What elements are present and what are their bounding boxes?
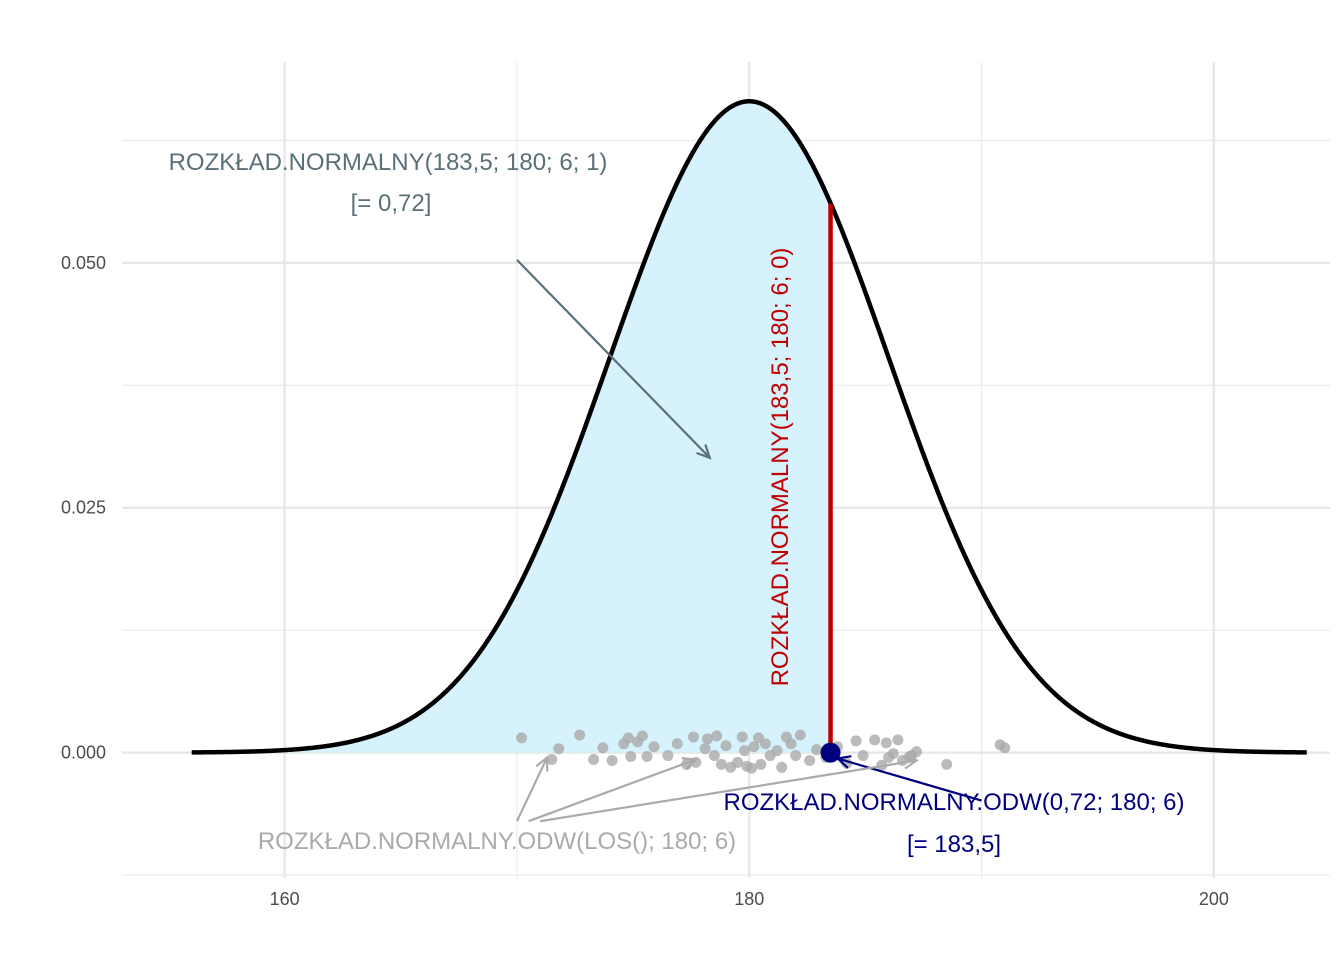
x-tick-label: 180	[734, 889, 764, 909]
sample-point	[869, 734, 881, 746]
sample-point	[622, 732, 634, 744]
sample-point	[776, 761, 788, 773]
sample-point	[941, 758, 953, 770]
sample-point	[850, 735, 862, 747]
sample-point	[671, 738, 683, 750]
shaded-area-layer	[191, 101, 831, 753]
sample-point	[606, 754, 618, 766]
sample-point	[546, 753, 558, 765]
sample-point	[648, 741, 660, 753]
sample-point	[720, 740, 732, 752]
cdf-annotation-formula: ROZKŁAD.NORMALNY(183,5; 180; 6; 1)	[169, 149, 608, 176]
random-arrow	[515, 757, 549, 822]
sample-point	[771, 745, 783, 757]
sample-point	[746, 762, 758, 774]
sample-point	[736, 731, 748, 743]
random-sample-layer	[516, 729, 1011, 774]
sample-point	[715, 758, 727, 770]
y-axis: 0.000 0.025 0.050	[61, 253, 106, 763]
random-arrow-head	[681, 757, 699, 771]
sample-point	[708, 750, 720, 762]
random-arrow-head	[535, 755, 549, 772]
quantile-point	[820, 742, 841, 763]
sample-point	[759, 738, 771, 750]
inverse-arrow	[837, 757, 982, 802]
pdf-annotation-formula: ROZKŁAD.NORMALNY(183,5; 180; 6; 0)	[767, 248, 794, 687]
random-arrow	[528, 758, 697, 823]
sample-point	[785, 738, 797, 750]
sample-point	[687, 731, 699, 743]
sample-point	[662, 750, 674, 762]
density-curve	[190, 99, 1308, 755]
sample-point	[574, 729, 586, 741]
x-tick-label: 160	[270, 889, 300, 909]
sample-point	[794, 729, 806, 741]
marks-layer	[820, 203, 841, 763]
annotation-arrow-layer	[515, 259, 982, 823]
sample-point	[516, 732, 528, 744]
sample-point	[880, 737, 892, 749]
sample-point	[553, 743, 565, 755]
cdf-arrow	[516, 259, 711, 459]
sample-point	[641, 751, 653, 763]
x-axis: 160 180 200	[270, 889, 1229, 909]
y-tick-label: 0.025	[61, 498, 106, 518]
random-annotation-formula: ROZKŁAD.NORMALNY.ODW(LOS(); 180; 6)	[258, 828, 736, 855]
cdf-shaded-area	[191, 101, 831, 753]
density-curve-layer	[190, 99, 1308, 755]
random-arrow	[539, 759, 917, 823]
sample-point	[699, 743, 711, 755]
sample-point	[597, 742, 609, 754]
sample-point	[804, 754, 816, 766]
sample-point	[887, 748, 899, 760]
sample-point	[790, 750, 802, 762]
inverse-arrow-head	[835, 755, 852, 769]
random-arrow-head	[902, 755, 919, 770]
sample-point	[701, 733, 713, 745]
sample-point	[857, 750, 869, 762]
sample-point	[811, 744, 823, 756]
sample-point	[748, 741, 760, 753]
sample-point	[755, 758, 767, 770]
cdf-annotation-result: [= 0,72]	[351, 190, 432, 217]
sample-point	[739, 745, 751, 757]
y-tick-label: 0.000	[61, 743, 106, 763]
sample-point	[711, 730, 723, 742]
y-tick-label: 0.050	[61, 253, 106, 273]
sample-point	[732, 756, 744, 768]
x-tick-label: 200	[1199, 889, 1229, 909]
sample-point	[588, 753, 600, 765]
inverse-annotation-formula: ROZKŁAD.NORMALNY.ODW(0,72; 180; 6)	[723, 789, 1184, 816]
sample-point	[999, 742, 1011, 754]
sample-point	[625, 751, 637, 763]
cdf-arrow-head	[696, 444, 712, 460]
sample-point	[910, 746, 922, 758]
sample-point	[892, 734, 904, 746]
inverse-annotation-result: [= 183,5]	[907, 831, 1001, 858]
sample-point	[636, 730, 648, 742]
